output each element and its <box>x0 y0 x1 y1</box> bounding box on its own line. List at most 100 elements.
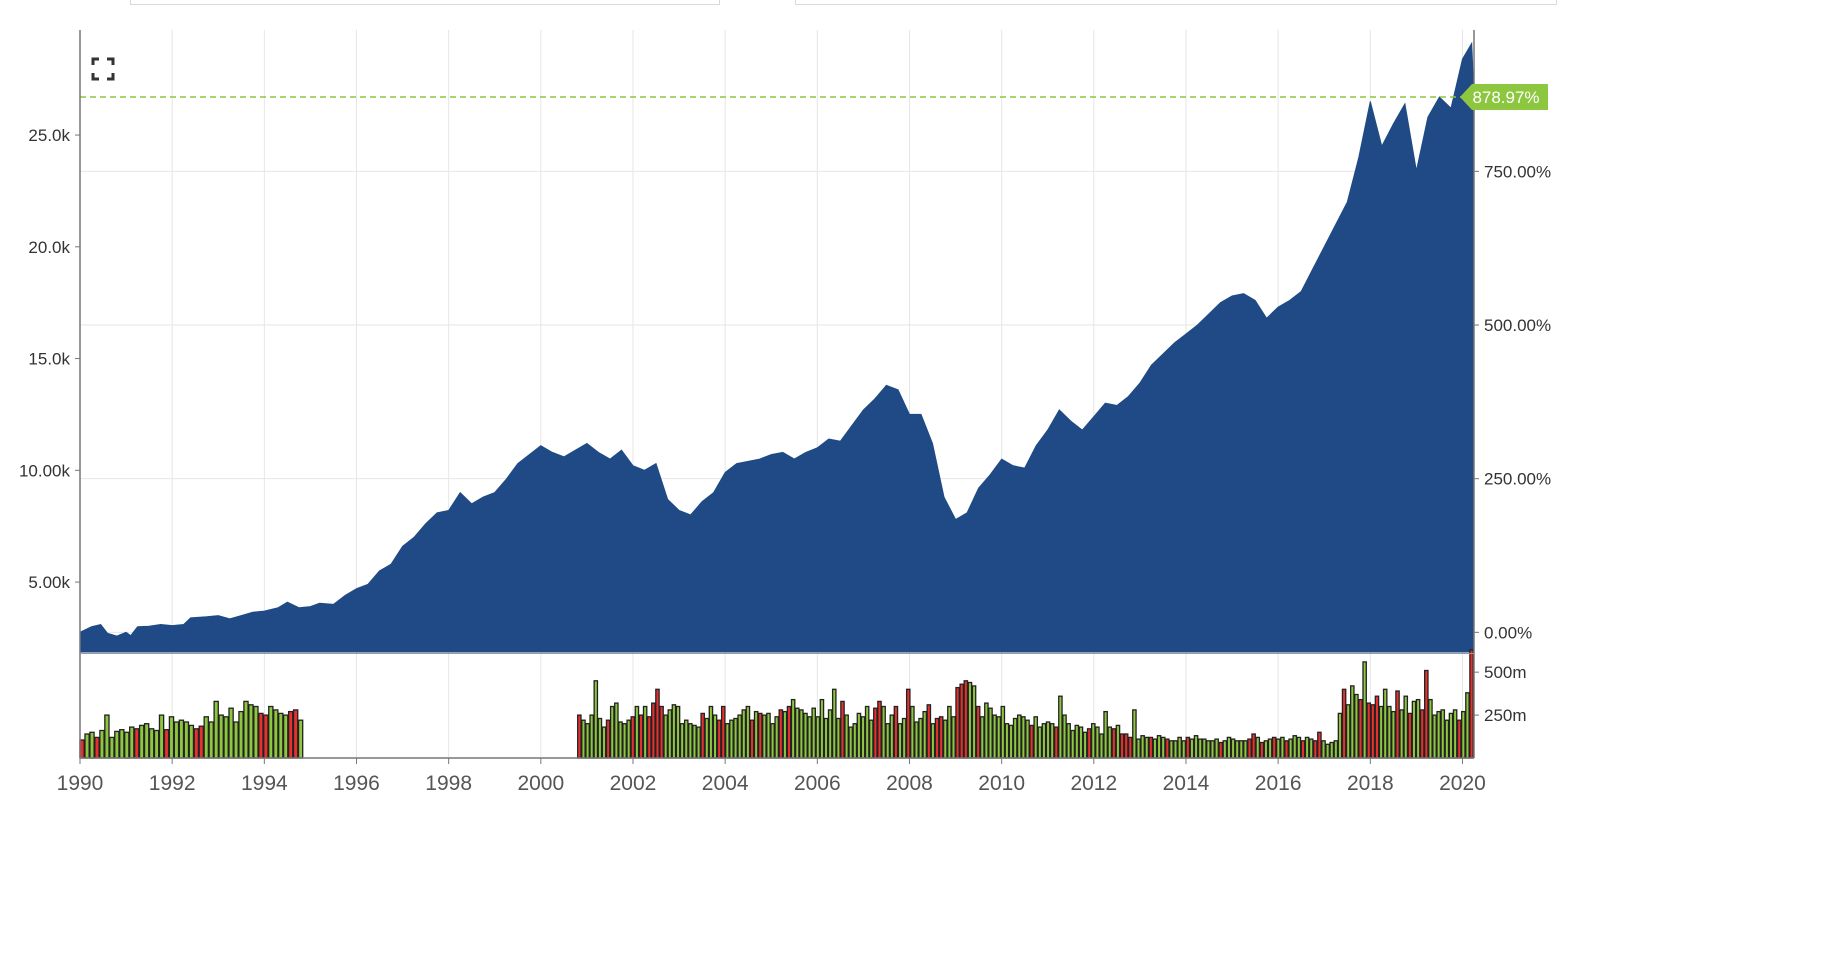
volume-bar <box>1358 698 1363 759</box>
volume-bars <box>79 649 1474 759</box>
volume-bar <box>213 700 219 759</box>
volume-axis-tick-label: 250m <box>1484 706 1527 725</box>
volume-bar <box>1317 731 1322 759</box>
volume-bar <box>700 712 705 759</box>
volume-bar <box>228 707 234 759</box>
volume-bar <box>770 723 775 759</box>
volume-bar <box>971 685 977 759</box>
x-axis-tick-label: 2018 <box>1347 772 1394 795</box>
volume-bar <box>1062 714 1067 759</box>
volume-bar <box>1206 740 1211 759</box>
volume-bar <box>848 726 854 759</box>
volume-bar <box>1033 716 1039 759</box>
volume-bar <box>1378 705 1384 759</box>
volume-bar <box>1103 710 1108 759</box>
volume-bar <box>675 705 681 759</box>
volume-bar <box>1271 736 1277 759</box>
volume-bar <box>1214 738 1219 759</box>
volume-bar <box>803 712 808 759</box>
volume-bar <box>1004 723 1010 759</box>
x-axis-tick-label: 1992 <box>149 772 196 795</box>
volume-bar <box>1247 738 1252 759</box>
volume-bar <box>1374 695 1380 759</box>
volume-bar <box>1255 736 1261 759</box>
volume-bar <box>218 714 224 759</box>
volume-bar <box>1300 740 1306 759</box>
volume-bar <box>868 719 874 759</box>
volume-bar <box>188 724 195 759</box>
volume-bar <box>733 717 738 759</box>
volume-bar <box>942 719 948 759</box>
right-axis-tick-label: 750.00% <box>1484 162 1551 181</box>
volume-bar <box>959 683 965 759</box>
volume-bar <box>1350 685 1355 759</box>
volume-bar <box>807 716 812 759</box>
fullscreen-icon[interactable] <box>91 57 115 81</box>
volume-bar <box>1452 709 1458 759</box>
x-axis-tick-label: 2002 <box>610 772 657 795</box>
volume-bar <box>178 719 185 759</box>
volume-bar <box>729 719 734 759</box>
volume-bar <box>1341 688 1347 759</box>
volume-bar <box>778 709 784 759</box>
volume-bar <box>1127 736 1133 759</box>
volume-bar <box>1456 719 1462 759</box>
volume-bar <box>1461 710 1466 759</box>
volume-bar <box>1185 736 1191 759</box>
volume-bar <box>1325 743 1330 759</box>
volume-bar <box>609 705 615 759</box>
axes <box>75 30 1479 764</box>
volume-bar <box>203 716 209 759</box>
volume-bar <box>905 688 911 759</box>
volume-bar <box>233 721 239 759</box>
volume-bar <box>1251 733 1256 759</box>
volume-bar <box>1210 740 1215 759</box>
volume-bar <box>104 714 110 759</box>
volume-bar <box>1222 740 1228 759</box>
price-area <box>79 41 1475 653</box>
current-value-badge <box>1460 84 1548 111</box>
volume-bar <box>955 686 960 759</box>
volume-bar <box>901 717 907 759</box>
volume-bar <box>963 680 969 759</box>
volume-bar <box>926 704 932 759</box>
x-axis-tick-label: 1994 <box>241 772 288 795</box>
volume-bar <box>585 723 590 759</box>
volume-bar <box>1354 693 1359 759</box>
top-control-right <box>795 0 1557 5</box>
volume-bar <box>593 680 599 759</box>
volume-bar <box>992 714 997 759</box>
volume-bar <box>749 719 755 759</box>
volume-bar <box>577 714 582 759</box>
volume-bar <box>1292 735 1298 759</box>
volume-bar <box>1132 709 1137 759</box>
left-axis-tick-label: 10.00k <box>19 461 71 480</box>
x-axis-tick-label: 2016 <box>1255 772 1302 795</box>
volume-bar <box>1070 729 1076 759</box>
volume-bar <box>1218 741 1224 759</box>
volume-bar <box>1037 726 1043 759</box>
volume-bar <box>692 724 697 759</box>
volume-bar <box>840 700 845 759</box>
volume-bar <box>790 698 796 759</box>
volume-bar <box>1189 738 1195 759</box>
volume-bar <box>292 709 299 759</box>
volume-bar <box>1284 740 1289 759</box>
current-value-label: 878.97% <box>1472 88 1539 107</box>
right-axis-tick-label: 500.00% <box>1484 316 1551 335</box>
volume-bar <box>1107 726 1113 759</box>
price-area-layer <box>79 41 1475 653</box>
volume-bar <box>124 731 130 759</box>
volume-bar <box>671 704 677 759</box>
volume-bar <box>745 705 751 759</box>
volume-bar <box>836 717 841 759</box>
volume-bar <box>646 716 652 759</box>
volume-bar <box>634 705 640 759</box>
volume-bar <box>1029 724 1034 759</box>
volume-bar <box>119 729 125 759</box>
volume-bar <box>1415 698 1421 759</box>
volume-bar <box>1078 726 1084 759</box>
left-axis-tick-label: 5.00k <box>28 573 70 592</box>
volume-bar <box>1173 740 1178 759</box>
volume-bar <box>897 723 903 759</box>
